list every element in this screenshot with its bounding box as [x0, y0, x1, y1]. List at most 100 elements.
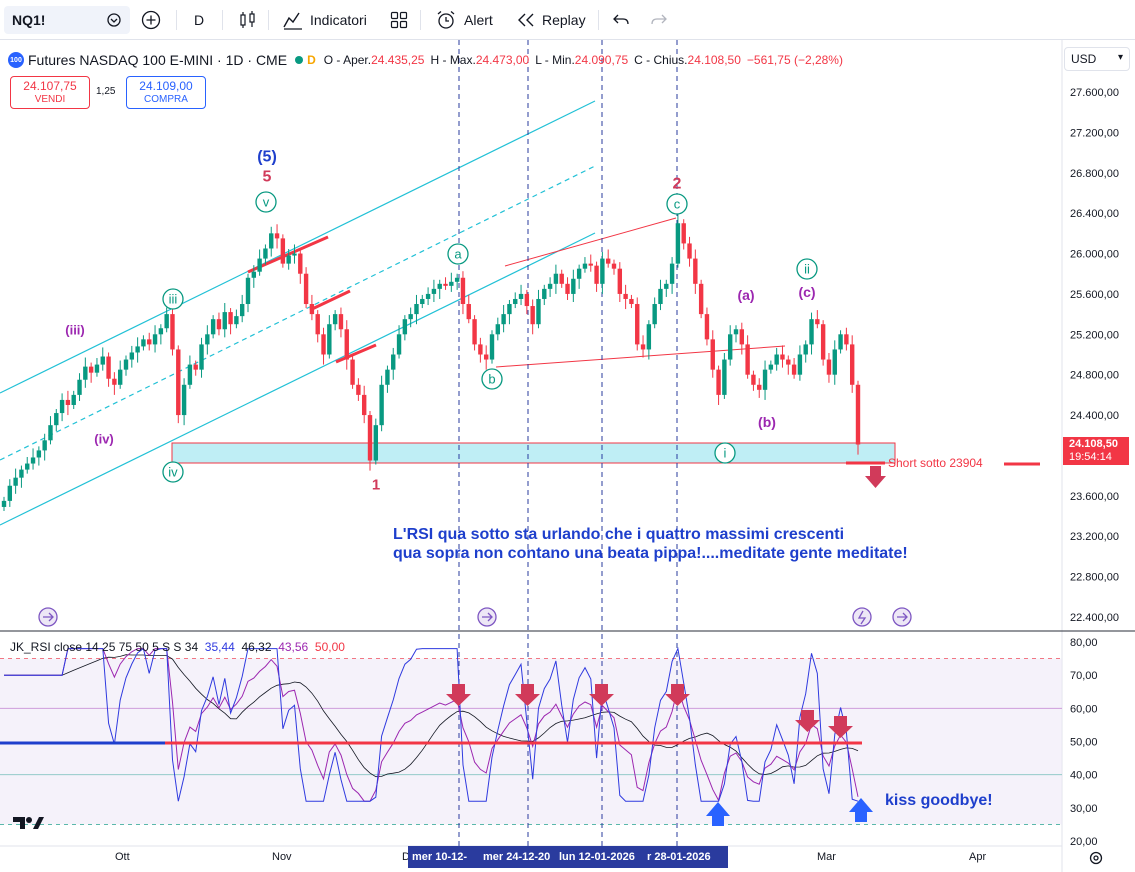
candle-body	[158, 328, 164, 335]
candle-body	[646, 324, 652, 350]
currency-select[interactable]: USD ▾	[1064, 47, 1130, 71]
candle-body	[187, 364, 193, 385]
wave-label: ii	[804, 262, 810, 277]
candle-body	[797, 354, 803, 375]
last-price: 24.108,50	[1069, 438, 1118, 450]
replay-button[interactable]: Replay	[516, 8, 586, 32]
candle-body	[431, 288, 437, 294]
candle-body	[216, 319, 222, 330]
candle-body	[228, 312, 233, 325]
candle-body	[274, 233, 280, 239]
templates-button[interactable]	[390, 8, 408, 32]
candle-body	[460, 277, 466, 305]
x-label-nov: Nov	[272, 851, 292, 863]
candle-body	[675, 223, 681, 264]
candle-body	[844, 334, 849, 345]
candle-body	[170, 314, 175, 350]
candle-body	[698, 283, 704, 315]
candle-body	[205, 334, 210, 345]
candle-body	[791, 364, 797, 375]
candle-body	[733, 329, 739, 335]
candle-body	[414, 304, 419, 315]
candle-body	[722, 359, 727, 395]
wave-label: (b)	[758, 414, 776, 430]
channel-lower	[0, 232, 596, 526]
date-highlight-3: lun 12-01-2026	[555, 846, 643, 868]
candle-body	[524, 293, 530, 307]
price-tick-label: 26.000,00	[1070, 249, 1119, 261]
date-highlight-2: mer 24-12-20	[479, 846, 555, 868]
candle-body	[199, 344, 204, 370]
wave-circle	[447, 243, 469, 265]
date-highlight-1: mer 10-12-	[408, 846, 479, 868]
candle-body	[292, 253, 297, 256]
candle-body	[617, 268, 623, 294]
compare-button[interactable]	[140, 8, 162, 32]
wave-label: v	[263, 195, 270, 210]
indicators-button[interactable]: Indicatori	[282, 8, 367, 32]
candle-body	[36, 450, 42, 458]
price-tick-label: 24.400,00	[1070, 410, 1119, 422]
candle-body	[164, 314, 169, 329]
candle-body	[745, 344, 750, 375]
candle-body	[385, 369, 390, 385]
symbol-search[interactable]: NQ1!	[4, 6, 130, 34]
comment-line-1: L'RSI qua sotto sta urlando che i quattr…	[393, 526, 845, 543]
undo-button[interactable]	[612, 8, 630, 32]
wave-label: iv	[168, 465, 178, 480]
candle-body	[669, 263, 675, 284]
candle-body	[623, 293, 628, 299]
candle-body	[664, 283, 669, 289]
chart-title[interactable]: Futures NASDAQ 100 E-MINI · 1D · CME	[28, 52, 288, 68]
candle-body	[123, 359, 129, 370]
candle-body	[222, 312, 227, 330]
redo-icon	[651, 14, 667, 25]
gear-icon[interactable]	[1088, 850, 1104, 871]
candle-body	[379, 384, 384, 426]
x-label-ott: Ott	[115, 851, 130, 863]
chart-type-button[interactable]	[238, 8, 258, 32]
wave-labels: (5) 5 v (iii) iii (iv) iv 1 a b 2 c (a) (c) ii (b) i	[65, 149, 818, 493]
candle-body	[344, 329, 349, 360]
interval-button[interactable]: D	[194, 8, 204, 32]
market-open-dot	[295, 56, 304, 64]
wave-label: (iii)	[65, 323, 85, 338]
candle-body	[542, 288, 547, 299]
candle-body	[210, 319, 216, 335]
candle-body	[396, 334, 402, 355]
price-tick-label: 22.800,00	[1070, 572, 1119, 584]
last-price-tag: 24.108,50 19:54:14	[1063, 437, 1129, 465]
chevron-down-icon: ▾	[1117, 52, 1123, 63]
candle-body	[658, 288, 663, 305]
x-label-mar: Mar	[817, 851, 836, 863]
rsi-legend[interactable]: JK_RSI close 14 25 75 50 5 S S 34 35,44 …	[10, 640, 345, 654]
candle-body	[391, 354, 396, 370]
breakline-2	[309, 289, 351, 312]
candle-body	[239, 304, 245, 317]
candle-body	[83, 366, 88, 380]
undo-icon	[613, 14, 629, 25]
price-tick-label: 25.200,00	[1070, 329, 1119, 341]
candle-body	[518, 293, 524, 299]
channel-mid	[0, 165, 596, 461]
price-tick-label: 26.400,00	[1070, 208, 1119, 220]
candle-body	[176, 349, 181, 416]
rsi-tick-label: 50,00	[1070, 737, 1098, 749]
candle-body	[408, 314, 413, 320]
candle-body	[739, 329, 745, 345]
redo-button[interactable]	[650, 8, 668, 32]
buy-button[interactable]: 24.109,00 COMPRA	[126, 76, 206, 109]
candle-body	[454, 277, 460, 282]
alert-button[interactable]: Alert	[436, 8, 493, 32]
candle-body	[251, 271, 257, 278]
candle-body	[193, 364, 198, 370]
search-icon	[106, 12, 122, 31]
price-tick-label: 27.200,00	[1070, 127, 1119, 139]
sell-button[interactable]: 24.107,75 VENDI	[10, 76, 90, 109]
wave-label: i	[724, 446, 727, 461]
wave-circle	[162, 461, 184, 483]
legend-close: C - Chius.24.108,50	[634, 53, 741, 67]
candle-body	[611, 263, 617, 269]
candle-body	[780, 354, 785, 360]
